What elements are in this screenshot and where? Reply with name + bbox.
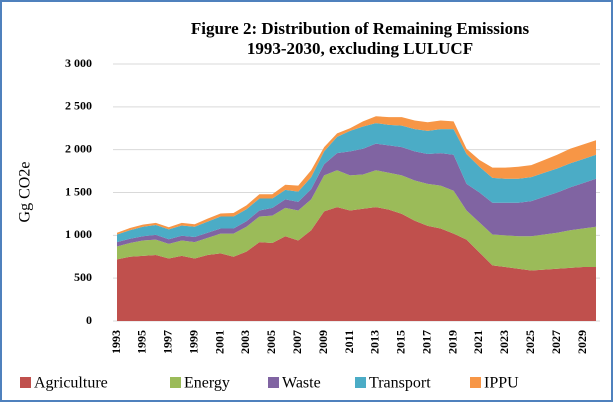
x-tick-label: 2019 [445, 330, 459, 354]
x-tick-label: 2001 [212, 330, 226, 354]
x-tick-label: 2023 [497, 330, 511, 354]
y-tick-label: 500 [74, 270, 92, 284]
x-tick-label: 2009 [316, 330, 330, 354]
y-tick-label: 3 000 [65, 56, 92, 70]
x-tick-label: 2017 [419, 330, 433, 354]
y-tick-label: 2 500 [65, 99, 92, 113]
x-tick-label: 2029 [575, 330, 589, 354]
x-tick-label: 2015 [394, 330, 408, 354]
legend-swatch [355, 377, 366, 388]
legend-swatch [20, 377, 31, 388]
y-axis-label: Gg CO2e [17, 162, 34, 223]
legend-swatch [268, 377, 279, 388]
x-tick-label: 2011 [342, 330, 356, 353]
legend-label: Agriculture [34, 375, 108, 392]
x-tick-label: 1997 [161, 330, 175, 354]
legend-label: IPPU [484, 375, 519, 392]
y-tick-label: 2 000 [65, 141, 92, 155]
x-tick-label: 1993 [109, 330, 123, 354]
area [117, 170, 596, 271]
x-tick-label: 2021 [471, 330, 485, 354]
legend-label: Waste [282, 375, 321, 392]
x-tick-label: 2003 [238, 330, 252, 354]
chart-title: Figure 2: Distribution of Remaining Emis… [191, 19, 530, 38]
x-tick-label: 1999 [186, 330, 200, 354]
y-tick-label: 1 000 [65, 227, 92, 241]
x-tick-label: 2027 [549, 330, 563, 354]
x-tick-label: 1995 [135, 330, 149, 354]
chart-title: 1993-2030, excluding LULUCF [247, 39, 473, 58]
legend-label: Transport [369, 375, 431, 392]
y-tick-label: 0 [86, 313, 92, 327]
x-tick-label: 2007 [290, 330, 304, 354]
y-tick-label: 1 500 [65, 184, 92, 198]
legend-swatch [470, 377, 481, 388]
legend-swatch [170, 377, 181, 388]
legend-label: Energy [184, 375, 230, 392]
x-tick-label: 2025 [523, 330, 537, 354]
x-tick-label: 2005 [264, 330, 278, 354]
x-tick-label: 2013 [368, 330, 382, 354]
area [117, 123, 596, 243]
area [117, 143, 596, 247]
area [117, 116, 596, 235]
area [117, 207, 596, 321]
